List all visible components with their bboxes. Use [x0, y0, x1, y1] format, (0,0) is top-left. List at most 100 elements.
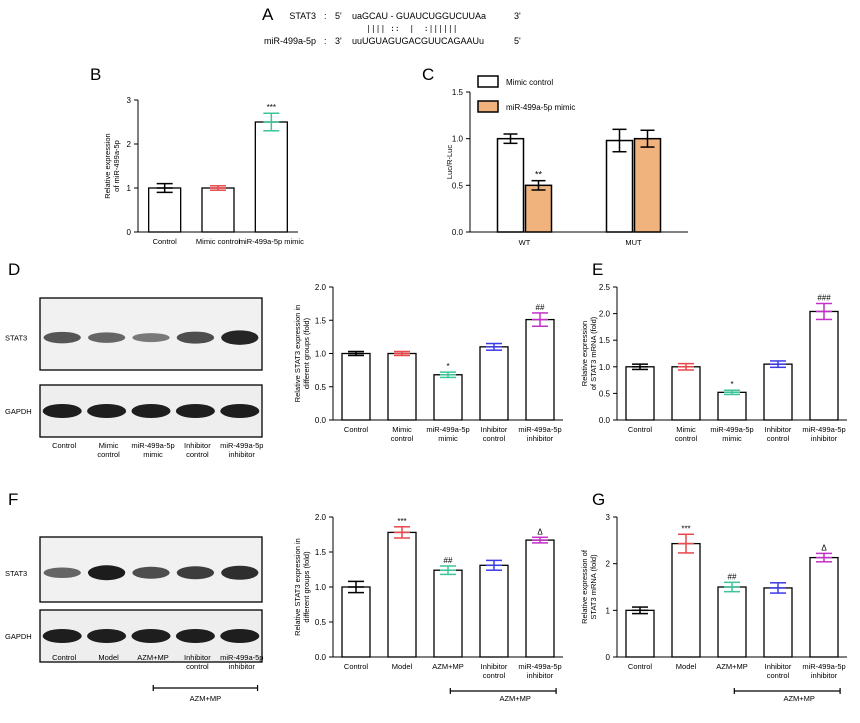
y-tick-label-G: 3 [606, 513, 611, 522]
bar-C [633, 137, 662, 233]
blot-lane-label-F: Control [52, 653, 77, 662]
y-tick-label-G: 1 [606, 606, 611, 615]
y-tick-label-E: 1.0 [599, 363, 611, 372]
sig-mark-G: Δ [821, 543, 827, 552]
blot-row-label-gapdh: GAPDH [5, 407, 32, 416]
bar-E [625, 366, 655, 421]
bar-G [809, 556, 839, 658]
blot-lane-label-F: AZM+MP [137, 653, 168, 662]
group-bracket-label-F: AZM+MP [499, 694, 530, 703]
x-tick-label-G: miR-499a-5p inhibitor [802, 662, 845, 680]
bar-G [717, 586, 747, 658]
bar-F [341, 586, 371, 658]
y-tick-label-F: 2.0 [315, 513, 327, 522]
y-tick-label-D: 0.5 [315, 383, 327, 392]
y-tick-label-F: 0.0 [315, 653, 327, 662]
bar-E [671, 366, 701, 421]
panel-letter-B: B [90, 65, 101, 84]
blot-band-gapdh [131, 629, 171, 643]
blot-row-label-stat3: STAT3 [5, 569, 27, 578]
bar-G [625, 609, 655, 658]
y-tick-label-E: 0.0 [599, 416, 611, 425]
seq-row-1-seq: uaGCAU - GUAUCUGGUCUUAa [352, 11, 486, 21]
seq-row-2-seq: uuUGUAGUGACGUUCAGAAUu [352, 36, 484, 46]
y-tick-label-C: 1.5 [452, 88, 464, 97]
blot-band-gapdh [42, 629, 82, 643]
blot-band-gapdh [175, 404, 215, 418]
sig-mark-D: ## [536, 303, 545, 312]
y-tick-label-D: 2.0 [315, 283, 327, 292]
bar-E [763, 363, 793, 421]
y-axis-label-F: Relative STAT3 expression indifferent gr… [293, 538, 311, 636]
y-tick-label-F: 1.0 [315, 583, 327, 592]
blot-lane-label-D: Inhibitor control [184, 441, 211, 459]
bar-E [809, 310, 839, 421]
bar-E [717, 391, 747, 421]
blot-band-stat3 [43, 567, 81, 578]
bar-B [148, 187, 182, 233]
chart-B: 0 1 2 3 Relative expressionof miR-499a-5p Con… [103, 96, 304, 246]
blot-band-stat3 [132, 566, 170, 579]
y-tick-label-D: 1.0 [315, 350, 327, 359]
legend-swatch-C [477, 100, 499, 113]
x-tick-label-E: miR-499a-5p mimic [710, 425, 753, 443]
x-tick-label-F: miR-499a-5p inhibitor [518, 662, 561, 680]
blot-row-label-stat3: STAT3 [5, 334, 27, 343]
y-tick-label-F: 1.5 [315, 548, 327, 557]
blot-F: Control Model AZM+MP Inhibitor control miR-49… [5, 536, 263, 703]
x-tick-label-F: Control [344, 662, 369, 671]
y-tick-label-D: 0.0 [315, 416, 327, 425]
y-tick-label-B: 3 [127, 96, 132, 105]
x-tick-label-E: Control [628, 425, 653, 434]
charts-layer: 0 1 2 3 Relative expressionof miR-499a-5p Con… [103, 75, 847, 703]
sig-mark-C: ** [535, 170, 543, 180]
y-tick-label-B: 0 [127, 228, 132, 237]
x-tick-label-D: Control [344, 425, 369, 434]
blot-D: Control Mimic control miR-499a-5p mimic Inhib… [5, 297, 263, 459]
bar-F [479, 564, 509, 658]
x-tick-label-G: Inhibitor control [765, 662, 792, 680]
sig-mark-G: ## [728, 572, 737, 581]
x-tick-label-E: Mimic control [675, 425, 698, 443]
sig-mark-F: *** [397, 517, 406, 526]
y-tick-label-E: 2.0 [599, 310, 611, 319]
y-tick-label-G: 0 [606, 653, 611, 662]
seq-pairing: |||| :: | :|||||| [366, 24, 458, 33]
y-tick-label-G: 2 [606, 560, 611, 569]
chart-F: 0.0 0.5 1.0 1.5 2.0 Relative STAT3 expression… [293, 513, 563, 703]
blot-band-gapdh [131, 404, 171, 418]
blot-row-label-gapdh: GAPDH [5, 632, 32, 641]
blot-band-stat3 [43, 331, 81, 344]
y-tick-label-C: 1.0 [452, 135, 464, 144]
panel-letter-A: A [262, 5, 274, 24]
panel-letter-D: D [8, 260, 20, 279]
bar-D [341, 352, 371, 421]
bar-D [387, 352, 417, 421]
x-tick-label-D: miR-499a-5p inhibitor [518, 425, 561, 443]
sig-mark-D: * [446, 362, 449, 371]
blot-band-stat3 [176, 331, 215, 344]
chart-E: 0.0 0.5 1.0 1.5 2.0 2.5 Relative expressionof … [580, 283, 847, 443]
bar-G [763, 587, 793, 658]
y-axis-label-B: Relative expressionof miR-499a-5p [103, 133, 121, 198]
x-tick-label-G: AZM+MP [716, 662, 747, 671]
panel-letter-C: C [422, 65, 434, 84]
blot-lane-label-F: miR-499a-5p inhibitor [220, 653, 263, 671]
bar-D [525, 318, 555, 421]
chart-G: 0 1 2 3 Relative expression ofSTAT3 mRNA (fo… [580, 513, 847, 703]
bar-F [387, 531, 417, 658]
bar-C [524, 184, 553, 233]
blot-band-gapdh [175, 629, 215, 643]
y-axis-label-D: Relative STAT3 expression indifferent gr… [293, 305, 311, 403]
seq-row-1-end3: 3' [514, 11, 521, 21]
x-tick-label-E: Inhibitor control [765, 425, 792, 443]
blots-layer: Control Mimic control miR-499a-5p mimic Inhib… [5, 297, 263, 703]
blot-lane-label-F: Inhibitor control [184, 653, 211, 671]
seq-row-1-name: STAT3 [289, 11, 316, 21]
x-tick-label-G: Model [676, 662, 697, 671]
sig-mark-B: *** [267, 103, 276, 112]
bar-B [254, 121, 288, 233]
x-tick-label-D: Mimic control [391, 425, 414, 443]
seq-row-2-end5: 3' [335, 36, 342, 46]
blot-lane-label-D: miR-499a-5p inhibitor [220, 441, 263, 459]
